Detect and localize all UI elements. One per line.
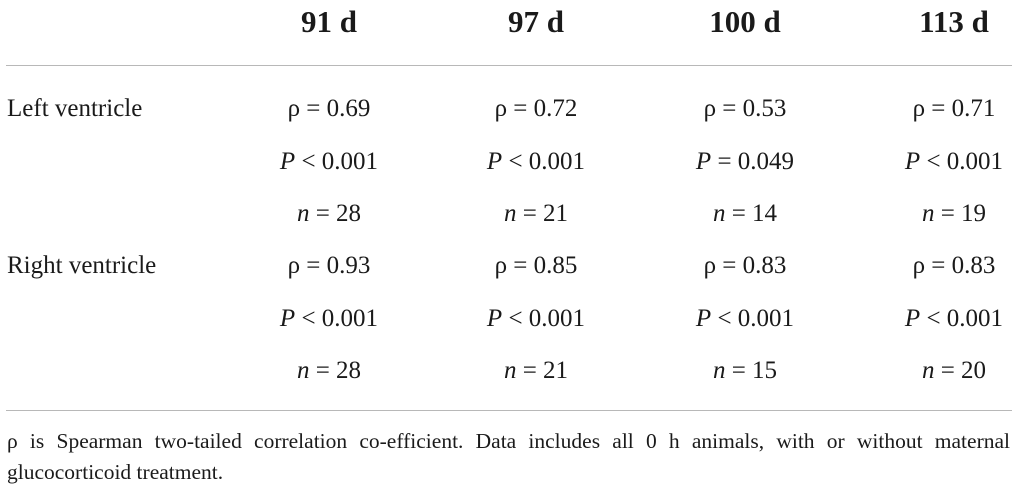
n-symbol: n (921, 357, 935, 384)
table-cell: P < 0.001 (456, 142, 616, 182)
p-value: < 0.001 (502, 148, 586, 175)
table-cell: n = 21 (456, 351, 616, 391)
table-cell: ρ = 0.72 (494, 95, 578, 122)
column-header-100d: 100 d (709, 4, 781, 39)
footer-divider (6, 410, 1012, 411)
column-header-91d: 91 d (301, 4, 357, 39)
n-symbol: n (712, 200, 726, 227)
table-cell: ρ = 0.53 (703, 95, 787, 122)
table-cell: ρ = 0.69 (287, 95, 371, 122)
p-value: < 0.001 (920, 148, 1004, 175)
table-cell: P < 0.001 (665, 299, 825, 339)
table-cell: n = 19 (874, 194, 1017, 234)
p-value: < 0.001 (711, 305, 795, 332)
n-symbol: n (712, 357, 726, 384)
n-value: = 20 (934, 357, 987, 384)
n-value: = 14 (725, 200, 778, 227)
n-value: = 28 (309, 200, 362, 227)
table-cell: P = 0.049 (665, 142, 825, 182)
n-value: = 21 (516, 357, 569, 384)
table-row-right-ventricle-n: n = 28 n = 21 n = 15 n = 20 (0, 351, 1017, 391)
table-cell: ρ = 0.83 (912, 252, 996, 279)
p-symbol: P (695, 305, 712, 332)
p-symbol: P (904, 305, 921, 332)
n-symbol: n (296, 200, 310, 227)
table-row-right-ventricle-p: P < 0.001 P < 0.001 P < 0.001 P < 0.001 (0, 299, 1017, 339)
row-label-right-ventricle: Right ventricle (7, 252, 157, 279)
n-value: = 28 (309, 357, 362, 384)
table-cell: ρ = 0.93 (287, 252, 371, 279)
table-cell: n = 28 (249, 194, 409, 234)
n-symbol: n (296, 357, 310, 384)
p-value: < 0.001 (502, 305, 586, 332)
table-row-left-ventricle-rho: Left ventricle ρ = 0.69 ρ = 0.72 ρ = 0.5… (0, 89, 1017, 129)
table-header: 91 d 97 d 100 d 113 d (0, 0, 1017, 50)
header-divider (6, 65, 1012, 66)
table-row-right-ventricle-rho: Right ventricle ρ = 0.93 ρ = 0.85 ρ = 0.… (0, 246, 1017, 286)
p-symbol: P (904, 148, 921, 175)
table-cell: n = 28 (249, 351, 409, 391)
table-cell: n = 20 (874, 351, 1017, 391)
table-cell: ρ = 0.71 (912, 95, 996, 122)
column-header-97d: 97 d (508, 4, 564, 39)
p-value: = 0.049 (711, 148, 795, 175)
p-symbol: P (486, 305, 503, 332)
table-row-left-ventricle-p: P < 0.001 P < 0.001 P = 0.049 P < 0.001 (0, 142, 1017, 182)
table-cell: P < 0.001 (874, 142, 1017, 182)
n-symbol: n (503, 357, 517, 384)
p-value: < 0.001 (920, 305, 1004, 332)
table-cell: ρ = 0.83 (703, 252, 787, 279)
table-cell: n = 15 (665, 351, 825, 391)
p-symbol: P (279, 148, 296, 175)
n-symbol: n (921, 200, 935, 227)
column-header-113d: 113 d (919, 4, 989, 39)
p-value: < 0.001 (295, 148, 379, 175)
table-cell: n = 21 (456, 194, 616, 234)
row-label-left-ventricle: Left ventricle (7, 95, 143, 122)
table-cell: P < 0.001 (456, 299, 616, 339)
n-symbol: n (503, 200, 517, 227)
table-cell: P < 0.001 (249, 299, 409, 339)
p-symbol: P (695, 148, 712, 175)
table-cell: P < 0.001 (249, 142, 409, 182)
n-value: = 19 (934, 200, 987, 227)
table-row-left-ventricle-n: n = 28 n = 21 n = 14 n = 19 (0, 194, 1017, 234)
p-symbol: P (486, 148, 503, 175)
table-cell: n = 14 (665, 194, 825, 234)
table-footnote: ρ is Spearman two-tailed correlation co-… (7, 429, 1010, 484)
p-symbol: P (279, 305, 296, 332)
table-cell: P < 0.001 (874, 299, 1017, 339)
n-value: = 21 (516, 200, 569, 227)
n-value: = 15 (725, 357, 778, 384)
p-value: < 0.001 (295, 305, 379, 332)
table-cell: ρ = 0.85 (494, 252, 578, 279)
